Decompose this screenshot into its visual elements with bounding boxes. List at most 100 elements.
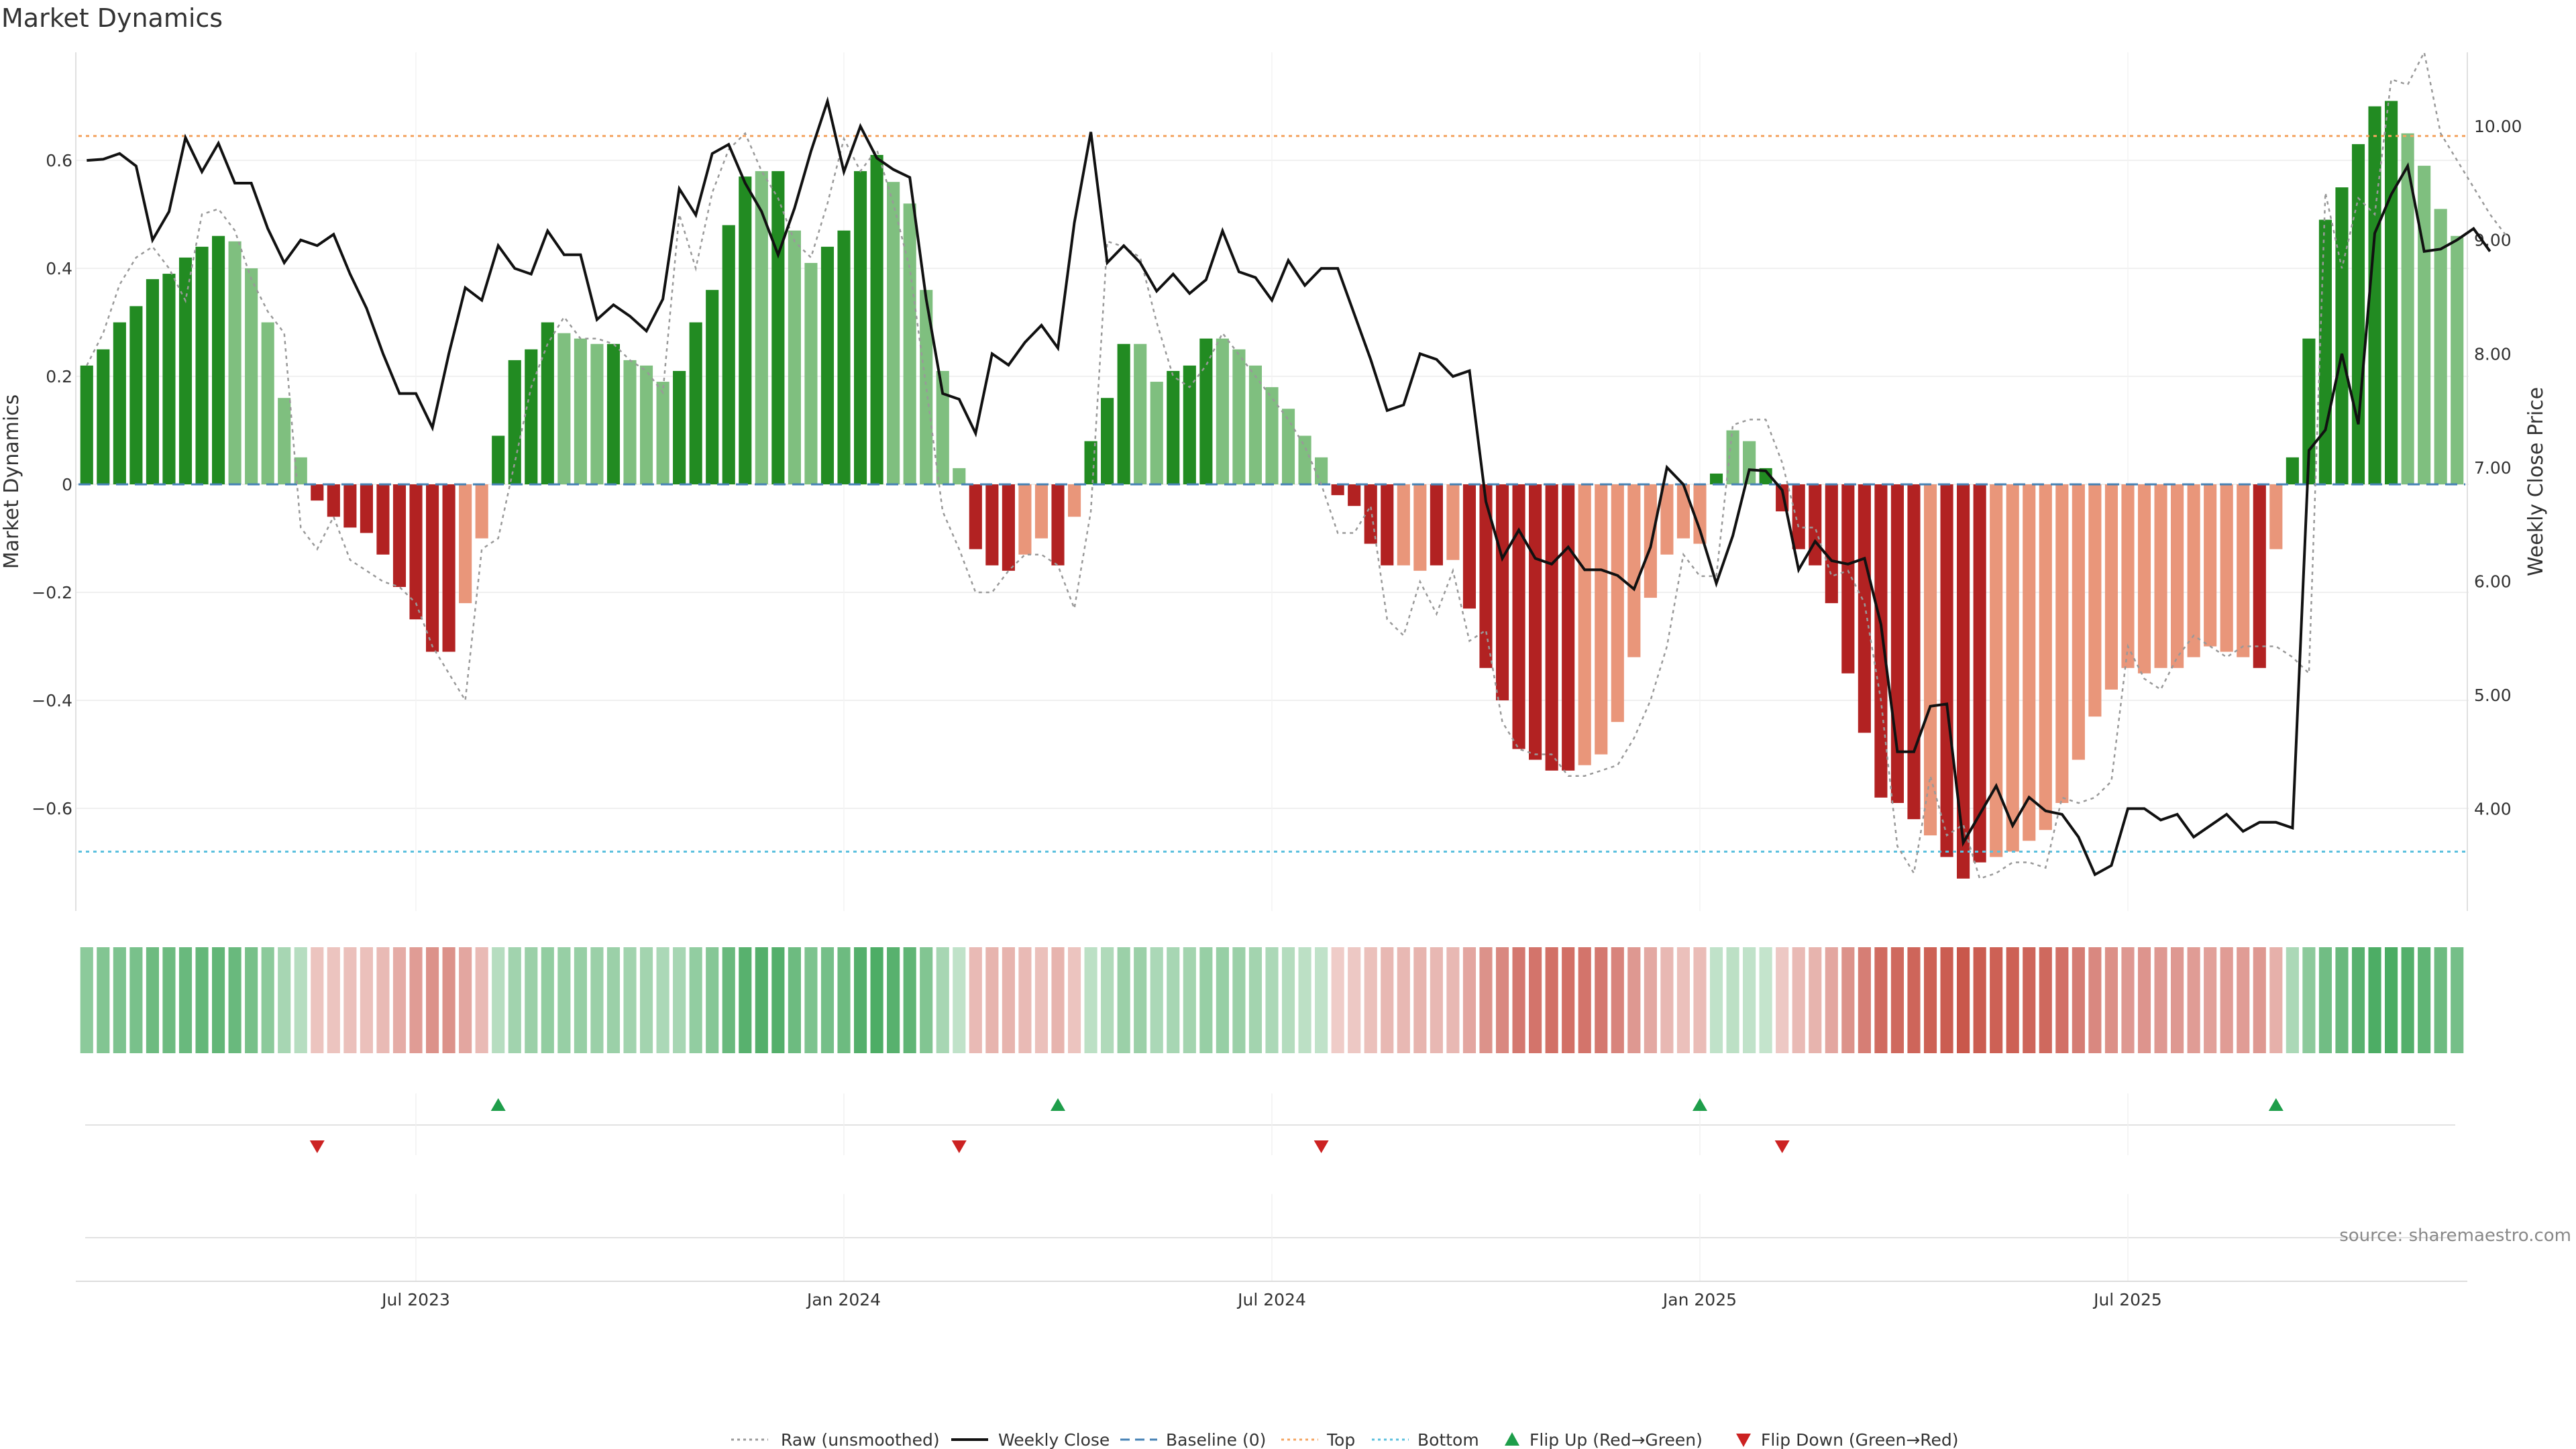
heat-cell	[953, 947, 966, 1053]
legend-label: Bottom	[1417, 1430, 1479, 1449]
x-tick-label: Jul 2025	[2092, 1290, 2162, 1309]
bar	[392, 484, 407, 587]
heat-cell	[870, 947, 883, 1053]
bar	[903, 203, 916, 485]
bar	[1348, 484, 1361, 506]
heat-cell	[162, 947, 176, 1053]
bar	[755, 171, 768, 485]
heat-cell	[129, 947, 143, 1053]
left-tick-label: −0.4	[32, 691, 72, 710]
bar	[1545, 484, 1558, 771]
heat-cell	[541, 947, 554, 1053]
bar	[1430, 484, 1443, 566]
bar	[2023, 484, 2036, 841]
heat-cell	[2171, 947, 2184, 1053]
right-axis-title: Weekly Close Price	[2524, 387, 2548, 576]
bar	[245, 268, 258, 485]
bar	[425, 484, 439, 652]
heat-cell	[623, 947, 637, 1053]
heat-cell	[425, 947, 439, 1053]
bar	[327, 484, 340, 517]
bar	[1397, 484, 1410, 566]
left-tick-label: 0.4	[46, 259, 72, 278]
right-tick-label: 10.00	[2474, 117, 2522, 136]
bar	[623, 360, 637, 485]
heat-cell	[1084, 947, 1097, 1053]
bar	[261, 322, 274, 485]
flip-down-marker	[1313, 1140, 1329, 1153]
legend-label: Weekly Close	[998, 1430, 1110, 1449]
bar	[2072, 484, 2085, 760]
x-axis-ticks: Jul 2023 Jan 2024 Jul 2024 Jan 2025 Jul 2025	[380, 1290, 2162, 1309]
bar	[2121, 484, 2135, 668]
flip-markers	[309, 1098, 2284, 1153]
heat-cell	[2418, 947, 2431, 1053]
heat-cell	[1940, 947, 1953, 1053]
bar	[2451, 235, 2464, 485]
heat-cell	[689, 947, 702, 1053]
bar	[771, 171, 785, 485]
heat-cell	[2055, 947, 2069, 1053]
heat-cell	[706, 947, 719, 1053]
heat-cell	[1462, 947, 1477, 1053]
bar	[1809, 484, 1822, 566]
legend-item: Flip Up (Red→Green)	[1505, 1430, 1703, 1449]
flip-up-marker	[490, 1098, 506, 1111]
bar	[1018, 484, 1032, 555]
heat-cell	[1841, 947, 1855, 1053]
heat-cell	[2220, 947, 2233, 1053]
heat-cell	[508, 947, 521, 1053]
bar	[1792, 484, 1805, 549]
bar	[1413, 484, 1427, 571]
bar	[2351, 144, 2365, 485]
bar	[1907, 484, 1921, 820]
flip-up-marker	[1692, 1098, 1707, 1111]
bar	[162, 274, 176, 485]
bar	[1627, 484, 1641, 657]
heat-cell	[2104, 947, 2118, 1053]
bar	[1512, 484, 1525, 749]
heat-cell	[1018, 947, 1032, 1053]
heat-cell	[574, 947, 587, 1053]
heat-cell	[2006, 947, 2019, 1053]
heat-cell	[2237, 947, 2250, 1053]
right-tick-label: 6.00	[2474, 572, 2512, 591]
heat-cell	[887, 947, 900, 1053]
heat-cell	[1413, 947, 1427, 1053]
heat-cell	[985, 947, 999, 1053]
heat-cell	[2385, 947, 2398, 1053]
heat-cell	[2137, 947, 2151, 1053]
bar	[278, 398, 291, 485]
bar	[1216, 338, 1229, 485]
bar	[228, 241, 241, 485]
heat-cell	[2039, 947, 2052, 1053]
bar	[1446, 484, 1460, 560]
heat-cell	[2072, 947, 2085, 1053]
bar	[1709, 473, 1723, 485]
legend-item: Raw (unsmoothed)	[731, 1430, 940, 1449]
bar	[969, 484, 982, 549]
heat-cell	[113, 947, 126, 1053]
heat-cell	[459, 947, 472, 1053]
bar	[1923, 484, 1937, 836]
right-axis-ticks: 4.00 5.00 6.00 7.00 8.00 9.00 10.00	[2474, 117, 2522, 818]
heat-cell	[2302, 947, 2316, 1053]
legend-label: Flip Down (Green→Red)	[1761, 1430, 1959, 1449]
heat-cell	[1298, 947, 1311, 1053]
bar	[870, 154, 883, 485]
heat-cell	[1709, 947, 1723, 1053]
bar	[1578, 484, 1591, 765]
heat-cell	[853, 947, 867, 1053]
bar	[1364, 484, 1377, 544]
heat-cell	[755, 947, 768, 1053]
x-tick-label: Jan 2025	[1662, 1290, 1737, 1309]
heat-cell	[1611, 947, 1624, 1053]
raw-unsmoothed-line	[86, 50, 2508, 880]
flip-down-marker	[951, 1140, 967, 1153]
heat-cell	[1183, 947, 1196, 1053]
bar	[2006, 484, 2019, 852]
right-tick-label: 9.00	[2474, 231, 2512, 250]
heat-cell	[1495, 947, 1509, 1053]
heat-cell	[1973, 947, 1986, 1053]
bar	[508, 360, 521, 485]
